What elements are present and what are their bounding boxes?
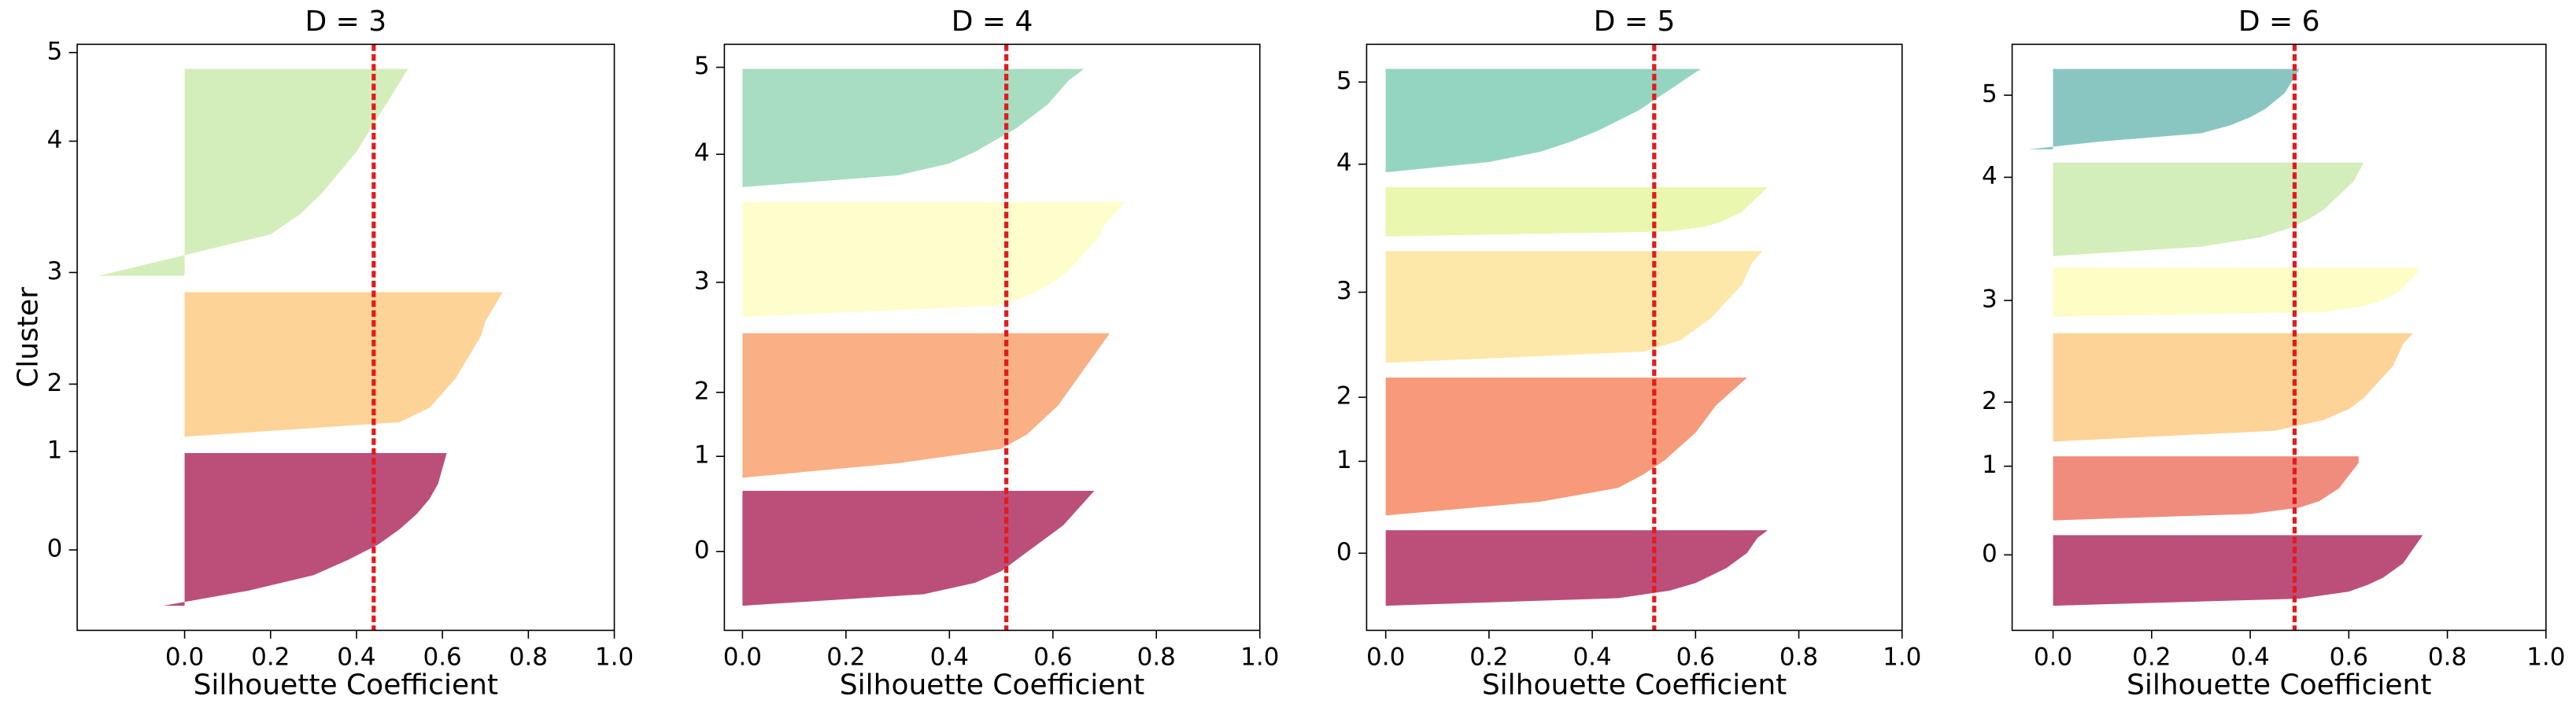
y-tick-label: 3 bbox=[694, 267, 710, 295]
y-tick-label: 2 bbox=[1336, 382, 1352, 411]
y-tick-label: 1 bbox=[1336, 446, 1352, 474]
y-tick-label: 2 bbox=[694, 377, 710, 405]
x-tick-label: 0.4 bbox=[337, 643, 375, 671]
silhouette-band bbox=[2028, 68, 2300, 149]
x-axis-label: Silhouette Coefficient bbox=[1482, 669, 1787, 701]
silhouette-band bbox=[742, 333, 1111, 478]
x-tick-label: 0.0 bbox=[2034, 643, 2072, 671]
silhouette-band bbox=[1385, 186, 1768, 237]
y-tick-label: 5 bbox=[694, 52, 710, 80]
silhouette-band bbox=[2053, 162, 2364, 256]
y-tick-label: 0 bbox=[1982, 540, 1998, 568]
y-axis-label: Cluster bbox=[13, 287, 45, 388]
silhouette-band bbox=[742, 68, 1085, 187]
chart-title: D = 5 bbox=[1594, 6, 1676, 38]
x-axis-label: Silhouette Coefficient bbox=[2127, 669, 2431, 701]
silhouette-band bbox=[2053, 333, 2413, 442]
y-tick-label: 5 bbox=[1336, 67, 1352, 95]
silhouette-band bbox=[1385, 530, 1768, 606]
axes-frame bbox=[76, 43, 615, 632]
silhouette-band bbox=[163, 453, 447, 606]
x-tick-label: 0.8 bbox=[1780, 643, 1818, 671]
silhouette-band bbox=[98, 68, 408, 276]
silhouette-band bbox=[742, 491, 1095, 606]
x-tick-label: 1.0 bbox=[1240, 643, 1279, 671]
y-tick-label: 3 bbox=[1336, 277, 1352, 305]
x-tick-label: 0.2 bbox=[826, 643, 865, 671]
x-axis-label: Silhouette Coefficient bbox=[194, 669, 498, 701]
y-tick-label: 5 bbox=[1982, 80, 1998, 109]
y-tick-label: 1 bbox=[1982, 451, 1998, 479]
x-tick-label: 1.0 bbox=[2526, 643, 2565, 671]
silhouette-band bbox=[742, 201, 1125, 317]
x-tick-label: 0.8 bbox=[1137, 643, 1176, 671]
y-tick-label: 0 bbox=[47, 535, 63, 563]
chart-title: D = 6 bbox=[2238, 6, 2320, 38]
chart-title: D = 4 bbox=[952, 6, 1033, 38]
y-tick-label: 0 bbox=[694, 536, 710, 565]
y-tick-label: 1 bbox=[47, 436, 63, 464]
silhouette-band bbox=[1385, 251, 1763, 363]
x-tick-label: 0.2 bbox=[2132, 643, 2171, 671]
x-tick-label: 0.8 bbox=[509, 643, 548, 671]
silhouette-band bbox=[1385, 68, 1701, 173]
y-tick-label: 2 bbox=[47, 369, 63, 397]
axes-frame bbox=[2011, 43, 2547, 632]
x-tick-label: 0.6 bbox=[1033, 643, 1072, 671]
x-tick-label: 0.2 bbox=[1469, 643, 1508, 671]
x-tick-label: 0.6 bbox=[2330, 643, 2368, 671]
x-tick-label: 1.0 bbox=[595, 643, 634, 671]
y-tick-label: 4 bbox=[694, 139, 710, 168]
x-tick-label: 0.0 bbox=[1366, 643, 1405, 671]
y-tick-label: 3 bbox=[1982, 285, 1998, 313]
x-tick-label: 0.6 bbox=[1676, 643, 1715, 671]
y-tick-label: 0 bbox=[1336, 538, 1352, 566]
axes-frame bbox=[1366, 43, 1903, 632]
x-tick-label: 0.6 bbox=[423, 643, 461, 671]
y-tick-label: 2 bbox=[1982, 387, 1998, 415]
silhouette-band bbox=[2053, 535, 2423, 606]
x-tick-label: 0.4 bbox=[2230, 643, 2269, 671]
y-tick-label: 4 bbox=[1982, 162, 1998, 190]
y-tick-label: 4 bbox=[1336, 149, 1352, 177]
x-tick-label: 0.2 bbox=[251, 643, 290, 671]
x-axis-label: Silhouette Coefficient bbox=[840, 669, 1144, 701]
x-tick-label: 0.0 bbox=[165, 643, 204, 671]
silhouette-band bbox=[2053, 267, 2419, 317]
y-tick-label: 3 bbox=[47, 257, 63, 286]
silhouette-band bbox=[2053, 456, 2359, 521]
x-tick-label: 0.0 bbox=[723, 643, 762, 671]
x-tick-label: 0.4 bbox=[1573, 643, 1611, 671]
silhouette-band bbox=[184, 292, 503, 437]
axes-frame bbox=[723, 43, 1261, 632]
y-tick-label: 5 bbox=[47, 37, 63, 65]
x-tick-label: 1.0 bbox=[1883, 643, 1921, 671]
x-tick-label: 0.8 bbox=[2428, 643, 2467, 671]
silhouette-band bbox=[1385, 378, 1747, 516]
x-tick-label: 0.4 bbox=[930, 643, 969, 671]
y-tick-label: 4 bbox=[47, 126, 63, 154]
y-tick-label: 1 bbox=[694, 441, 710, 470]
chart-title: D = 3 bbox=[305, 6, 386, 38]
